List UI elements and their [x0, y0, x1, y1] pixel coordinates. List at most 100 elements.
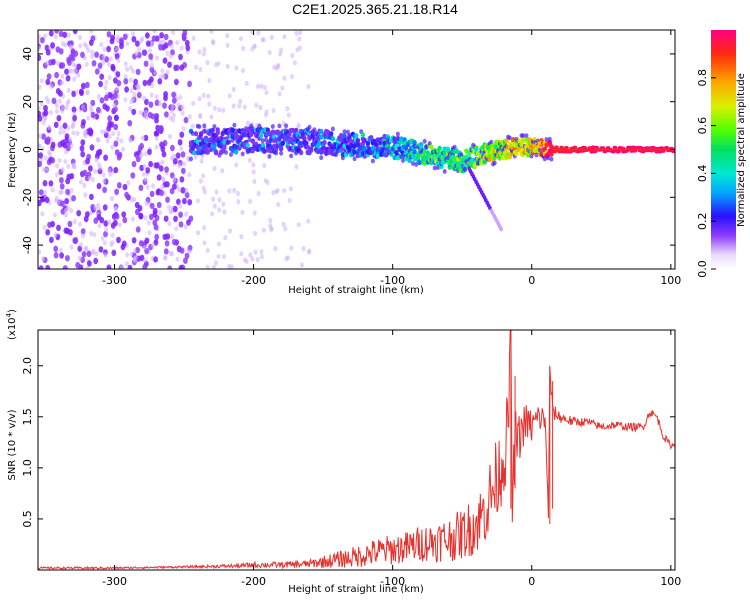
noise-blob — [103, 85, 108, 91]
noise-blob — [290, 53, 295, 59]
noise-blob — [40, 146, 45, 152]
noise-blob — [225, 63, 230, 69]
noise-blob — [45, 60, 50, 66]
noise-blob — [55, 163, 60, 169]
signal-cell — [319, 134, 324, 140]
noise-blob — [99, 42, 104, 48]
noise-blob — [45, 229, 51, 236]
signal-cell — [362, 137, 367, 143]
noise-blob — [60, 73, 65, 79]
noise-blob — [140, 135, 145, 141]
noise-blob — [41, 256, 46, 262]
noise-blob — [56, 115, 62, 122]
noise-blob — [60, 167, 65, 173]
noise-blob — [132, 248, 137, 254]
noise-blob — [299, 262, 304, 268]
signal-cell — [379, 151, 384, 157]
noise-blob — [177, 162, 182, 168]
noise-blob — [182, 197, 187, 205]
noise-blob — [60, 62, 66, 69]
noise-blob — [205, 247, 210, 253]
noise-blob — [178, 264, 184, 269]
signal-halo — [462, 166, 467, 172]
noise-blob — [122, 183, 128, 191]
noise-blob — [63, 227, 69, 234]
noise-blob — [153, 239, 159, 246]
noise-blob — [110, 232, 115, 238]
noise-blob — [128, 137, 133, 143]
noise-blob — [53, 34, 58, 40]
signal-cell — [657, 150, 663, 154]
noise-blob — [216, 253, 221, 259]
signal-halo — [284, 123, 289, 129]
noise-blob — [64, 105, 69, 111]
noise-blob — [255, 257, 260, 263]
signal-halo — [212, 124, 217, 129]
noise-blob — [261, 37, 266, 43]
signal-halo — [200, 149, 205, 155]
noise-blob — [56, 60, 60, 66]
noise-blob — [92, 232, 97, 238]
noise-blob — [54, 108, 59, 114]
signal-cell — [190, 145, 195, 152]
noise-blob — [292, 60, 297, 66]
noise-blob — [40, 211, 45, 217]
noise-blob — [148, 53, 154, 60]
noise-blob — [287, 198, 292, 204]
noise-blob — [106, 31, 112, 38]
noise-blob — [131, 36, 137, 43]
signal-halo — [202, 123, 207, 129]
noise-blob — [71, 130, 76, 136]
noise-blob — [116, 58, 121, 64]
noise-blob — [154, 135, 159, 141]
noise-blob — [166, 204, 171, 211]
noise-blob — [273, 246, 278, 252]
signal-cell — [309, 146, 314, 152]
noise-blob — [107, 115, 113, 122]
noise-blob — [159, 32, 165, 39]
noise-blob — [71, 195, 76, 202]
signal-cell — [203, 138, 209, 144]
noise-blob — [178, 221, 184, 228]
spectrogram-y-label: Frequency (Hz) — [7, 112, 18, 188]
noise-blob — [116, 131, 121, 137]
signal-cell — [489, 149, 494, 155]
noise-blob — [90, 49, 95, 55]
noise-blob — [84, 61, 89, 67]
noise-blob — [65, 75, 71, 82]
noise-blob — [216, 241, 221, 247]
noise-blob — [176, 102, 181, 108]
signal-cell — [412, 149, 417, 155]
signal-cell — [278, 145, 284, 152]
signal-halo — [365, 142, 370, 148]
noise-blob — [146, 220, 151, 226]
noise-blob — [136, 83, 141, 89]
noise-blob — [150, 242, 155, 248]
noise-blob — [135, 68, 141, 76]
noise-blob — [44, 196, 50, 204]
noise-blob — [121, 240, 127, 247]
noise-blob — [245, 120, 250, 126]
noise-blob — [89, 30, 94, 34]
noise-blob — [79, 179, 83, 185]
noise-blob — [136, 91, 142, 99]
noise-blob — [268, 223, 273, 229]
noise-blob — [187, 114, 192, 120]
noise-blob — [164, 166, 170, 173]
noise-blob — [289, 245, 294, 251]
noise-blob — [163, 215, 169, 222]
signal-halo — [459, 152, 464, 158]
noise-blob — [280, 85, 285, 91]
noise-blob — [147, 148, 152, 156]
signal-halo — [436, 165, 440, 170]
signal-cell — [210, 127, 215, 133]
signal-halo — [260, 138, 265, 144]
noise-blob — [214, 189, 219, 195]
noise-blob — [212, 203, 217, 209]
noise-blob — [162, 57, 168, 64]
noise-blob — [83, 128, 88, 135]
snr-y-label: SNR (10 * v/v) — [7, 409, 18, 480]
noise-blob — [108, 56, 113, 62]
noise-blob — [80, 139, 86, 146]
